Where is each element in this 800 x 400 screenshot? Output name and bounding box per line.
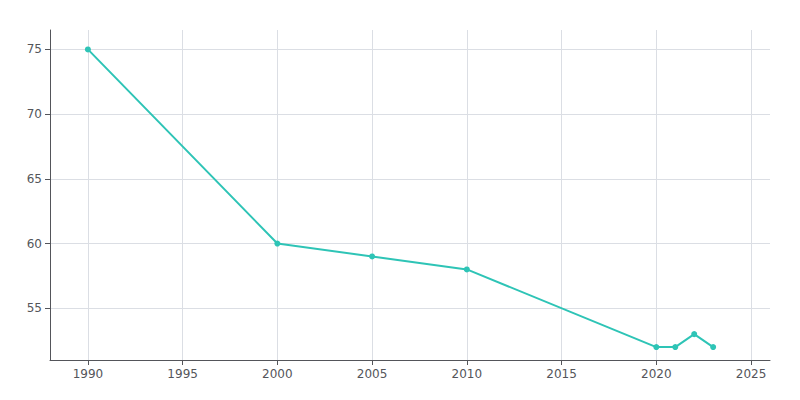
svg-text:2015: 2015 xyxy=(546,367,577,381)
svg-text:2005: 2005 xyxy=(357,367,388,381)
svg-text:55: 55 xyxy=(27,301,42,315)
svg-text:1995: 1995 xyxy=(167,367,198,381)
svg-text:1990: 1990 xyxy=(73,367,104,381)
svg-text:2000: 2000 xyxy=(262,367,293,381)
svg-text:65: 65 xyxy=(27,172,42,186)
svg-text:60: 60 xyxy=(27,237,42,251)
svg-text:75: 75 xyxy=(27,42,42,56)
svg-text:2010: 2010 xyxy=(452,367,483,381)
svg-text:2025: 2025 xyxy=(736,367,767,381)
svg-text:2020: 2020 xyxy=(641,367,672,381)
svg-text:70: 70 xyxy=(27,107,42,121)
